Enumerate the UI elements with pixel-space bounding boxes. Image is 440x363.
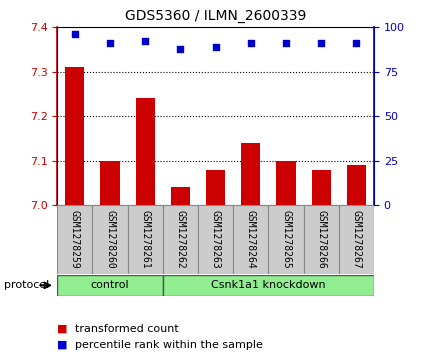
Point: [353, 40, 360, 46]
Bar: [304, 205, 339, 274]
Bar: [100, 161, 120, 205]
Bar: [347, 165, 366, 205]
Point: [282, 40, 290, 46]
Title: GDS5360 / ILMN_2600339: GDS5360 / ILMN_2600339: [125, 9, 306, 24]
Bar: [128, 205, 163, 274]
Bar: [171, 187, 190, 205]
Bar: [198, 205, 233, 274]
Point: [106, 40, 114, 46]
Text: ■: ■: [57, 340, 68, 350]
Bar: [163, 205, 198, 274]
Bar: [233, 205, 268, 274]
Bar: [57, 205, 92, 274]
Text: protocol: protocol: [4, 280, 50, 290]
Point: [247, 40, 254, 46]
Text: GSM1278265: GSM1278265: [281, 210, 291, 269]
Text: ■: ■: [57, 323, 68, 334]
Text: GSM1278266: GSM1278266: [316, 210, 326, 269]
Point: [318, 40, 325, 46]
Bar: [312, 170, 331, 205]
Text: GSM1278263: GSM1278263: [211, 210, 220, 269]
Text: Csnk1a1 knockdown: Csnk1a1 knockdown: [211, 280, 326, 290]
Text: GSM1278259: GSM1278259: [70, 210, 80, 269]
Bar: [339, 205, 374, 274]
Text: transformed count: transformed count: [75, 323, 179, 334]
Text: GSM1278262: GSM1278262: [176, 210, 185, 269]
Bar: [136, 98, 155, 205]
Text: control: control: [91, 280, 129, 290]
Text: GSM1278260: GSM1278260: [105, 210, 115, 269]
Bar: [57, 275, 163, 296]
Bar: [206, 170, 225, 205]
Point: [212, 44, 219, 50]
Text: GSM1278264: GSM1278264: [246, 210, 256, 269]
Bar: [241, 143, 260, 205]
Text: GSM1278267: GSM1278267: [352, 210, 361, 269]
Bar: [276, 161, 296, 205]
Point: [71, 32, 78, 37]
Point: [142, 38, 149, 44]
Bar: [268, 205, 304, 274]
Bar: [92, 205, 128, 274]
Point: [177, 46, 184, 52]
Text: percentile rank within the sample: percentile rank within the sample: [75, 340, 263, 350]
Bar: [163, 275, 374, 296]
Bar: [65, 67, 84, 205]
Text: GSM1278261: GSM1278261: [140, 210, 150, 269]
